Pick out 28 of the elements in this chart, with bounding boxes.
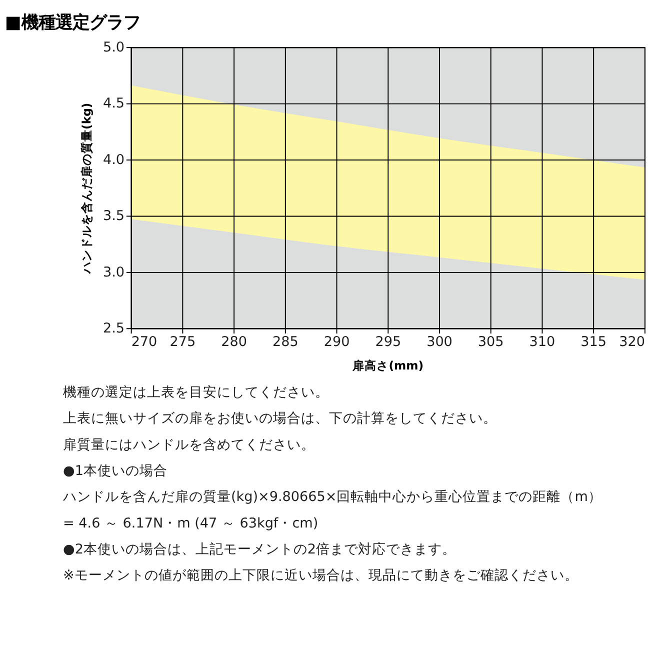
text: = 4.6 ～ 6.17N・m (47 ～ 63kgf・cm) xyxy=(62,515,318,532)
chart-title: ■機種選定グラフ xyxy=(4,13,140,34)
x-tick-label: 315 xyxy=(580,334,607,350)
x-tick-label: 280 xyxy=(221,334,247,350)
x-tick-label: 305 xyxy=(478,334,504,350)
y-tick-label: 5.0 xyxy=(102,39,125,56)
x-tick-label: 295 xyxy=(375,334,402,350)
text: ※モーメントの値が範囲の上下限に近い場合は、現品にて動きをご確認ください。 xyxy=(62,568,578,584)
x-tick-label: 275 xyxy=(170,334,196,350)
x-tick-label: 320 xyxy=(619,334,645,350)
y-tick-label: 3.0 xyxy=(102,264,125,280)
text: ●1本使いの場合 xyxy=(62,462,168,479)
x-tick-label: 300 xyxy=(426,334,452,350)
y-tick-label: 4.0 xyxy=(102,152,125,168)
x-tick-label: 270 xyxy=(131,334,158,350)
y-tick-label: 3.5 xyxy=(102,208,125,224)
x-tick-label: 285 xyxy=(272,334,298,350)
x-tick-label: 290 xyxy=(324,334,350,350)
y-tick-label: 4.5 xyxy=(102,96,125,112)
text: ●2本使いの場合は、上記モーメントの2倍まで対応できます。 xyxy=(62,541,456,558)
text: 扉質量にはハンドルを含めてください。 xyxy=(62,436,315,453)
x-tick-label: 310 xyxy=(529,334,556,350)
text: 上表に無いサイズの扉をお使いの場合は、下の計算をしてください。 xyxy=(62,410,497,427)
y-tick-label: 2.5 xyxy=(102,320,125,337)
text: ハンドルを含んだ扉の質量(kg)×9.80665×回転軸中心から重心位置までの距離（m） xyxy=(62,489,602,506)
text: 機種の選定は上表を目安にしてください。 xyxy=(62,384,329,400)
y-axis-title: ハンドルを含んだ扉の質量(kg) xyxy=(79,102,94,274)
x-axis-title: 扉高さ(mm) xyxy=(352,358,424,372)
